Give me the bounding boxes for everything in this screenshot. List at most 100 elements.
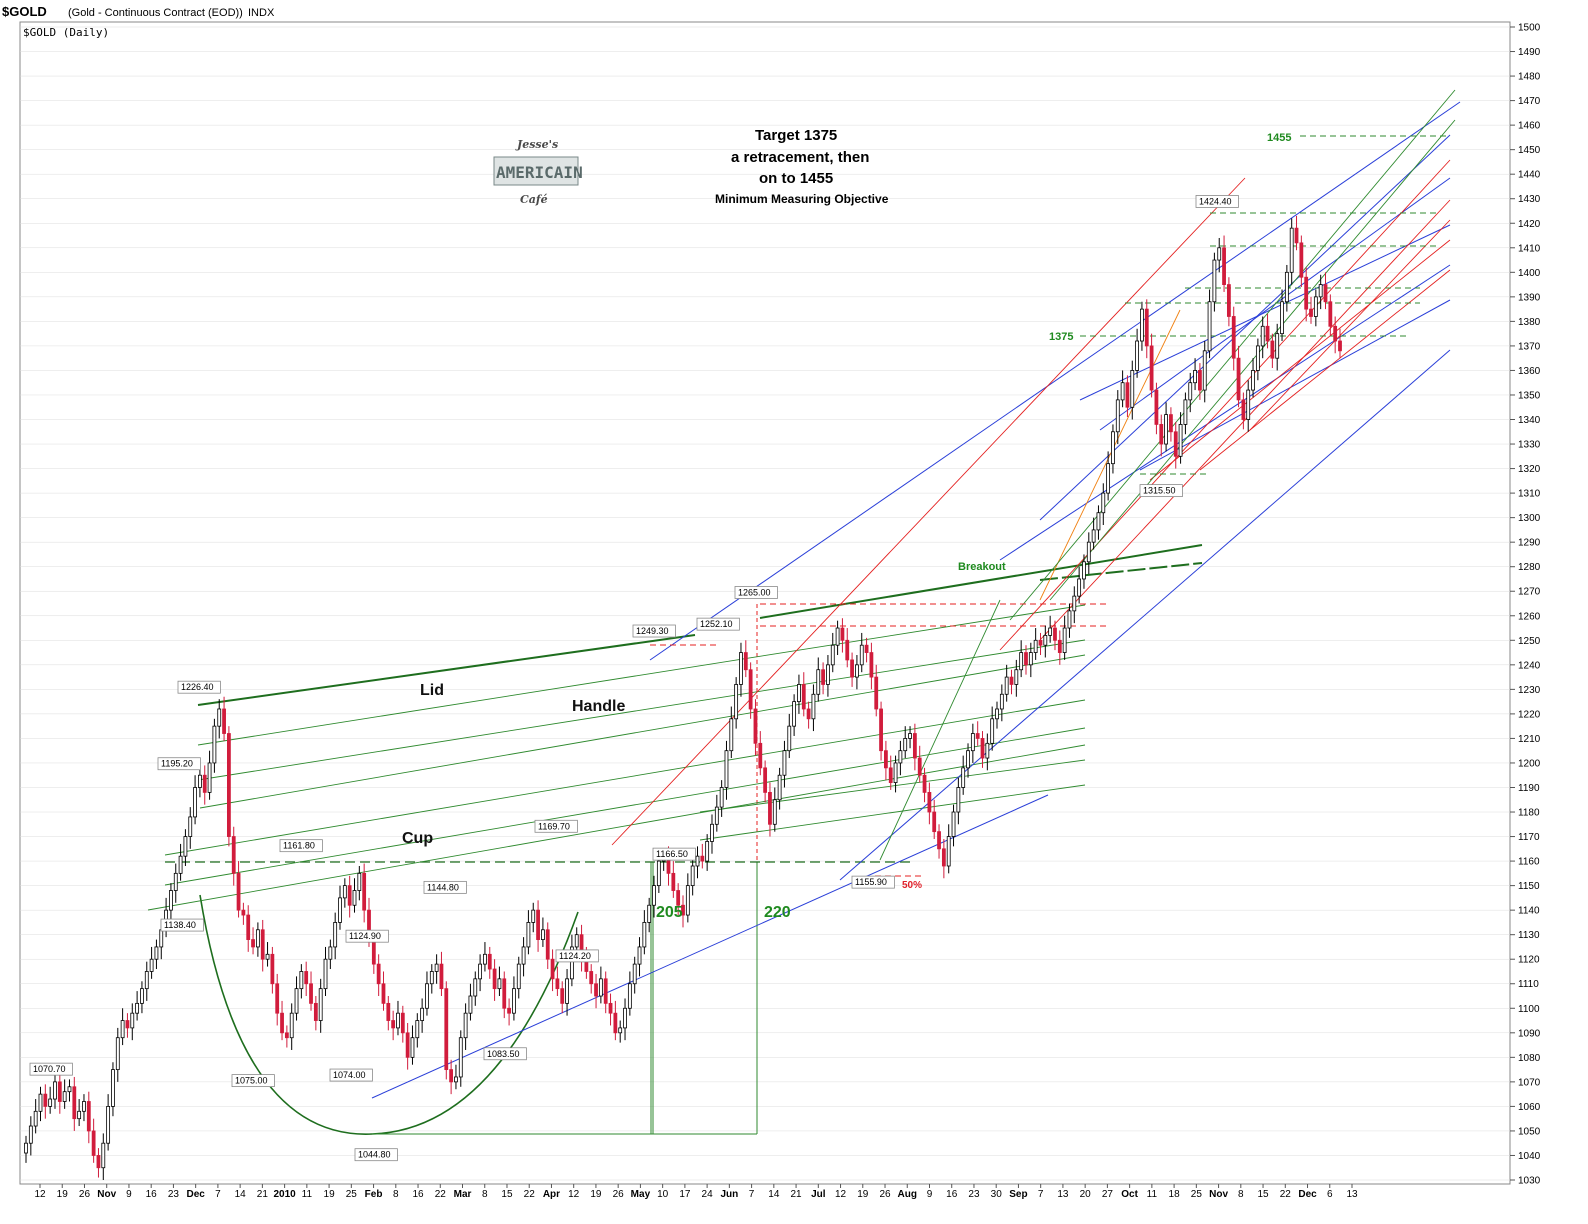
- candle: [289, 1003, 294, 1050]
- candle: [318, 978, 323, 1033]
- price-label-box: [29, 1062, 73, 1076]
- candle-body: [1159, 424, 1164, 445]
- candle-body: [632, 963, 637, 985]
- candle-body: [193, 787, 197, 818]
- candle-body: [1193, 370, 1197, 384]
- candle-body: [729, 718, 734, 752]
- candle-body: [903, 738, 908, 752]
- candle: [313, 996, 318, 1031]
- candle-body: [347, 885, 352, 906]
- x-tick-label: 13: [1346, 1189, 1358, 1200]
- y-tick-label: 1320: [1518, 464, 1541, 475]
- candle: [565, 969, 569, 1016]
- candle: [144, 961, 149, 1001]
- candle: [700, 843, 705, 869]
- x-tick-label: 11: [302, 1189, 313, 1200]
- chart-exchange: INDX: [248, 7, 275, 19]
- x-tick-label: 22: [1280, 1189, 1292, 1200]
- candle: [193, 775, 197, 825]
- candle-body: [33, 1110, 38, 1127]
- candle: [845, 628, 850, 668]
- candle: [1217, 237, 1222, 273]
- candle: [980, 731, 985, 768]
- candle-body: [1202, 350, 1207, 391]
- measure-205-label: 205: [656, 904, 683, 921]
- target-line-3: on to 1455: [759, 170, 833, 187]
- candle: [140, 981, 144, 1014]
- candle: [1270, 333, 1275, 368]
- candle: [975, 721, 980, 746]
- price-label: 1226.40: [181, 682, 214, 692]
- candle: [260, 919, 265, 972]
- level-lines: [650, 135, 1450, 877]
- candle-body: [53, 1081, 57, 1100]
- candle-body: [618, 1027, 623, 1034]
- candle: [990, 706, 995, 751]
- price-label-box: [423, 880, 467, 894]
- candle-body: [555, 978, 560, 990]
- candle-body: [294, 988, 299, 1014]
- candle: [613, 1000, 618, 1041]
- candle-body: [883, 750, 888, 769]
- candle: [420, 998, 425, 1033]
- candle-body: [705, 841, 710, 862]
- candle: [869, 642, 874, 690]
- x-tick-label: May: [631, 1189, 651, 1200]
- candle-body: [1038, 639, 1043, 646]
- candle-body: [560, 988, 565, 1004]
- candle-body: [536, 909, 540, 940]
- candle: [1033, 628, 1038, 660]
- candle-body: [569, 946, 574, 980]
- candle: [1236, 345, 1241, 408]
- candle: [342, 878, 347, 908]
- candle: [347, 875, 352, 918]
- y-tick-label: 1430: [1518, 194, 1541, 205]
- candle: [830, 632, 835, 673]
- candle: [1202, 341, 1207, 403]
- price-label-box: [354, 1148, 398, 1162]
- candle: [468, 983, 473, 1021]
- candle-body: [67, 1086, 72, 1093]
- x-tick-label: 16: [146, 1189, 158, 1200]
- candle-body: [391, 1020, 396, 1029]
- candle-body: [782, 750, 787, 776]
- candle: [1193, 358, 1197, 391]
- candle-body: [1077, 578, 1082, 597]
- y-tick-label: 1240: [1518, 660, 1541, 671]
- candle-body: [1299, 242, 1304, 278]
- x-tick-label: 20: [1080, 1189, 1092, 1200]
- candle-body: [526, 922, 531, 948]
- candle-body: [637, 946, 642, 965]
- candle-body: [806, 708, 811, 720]
- price-label-box: [734, 586, 778, 599]
- candle-body: [816, 669, 821, 695]
- candle: [763, 760, 768, 803]
- x-tick-label: 24: [702, 1189, 714, 1200]
- measure-220-label: 220: [764, 904, 791, 921]
- candle-body: [57, 1081, 62, 1102]
- candle: [323, 946, 328, 997]
- candle-body: [323, 958, 328, 990]
- candle: [82, 1094, 86, 1122]
- candle: [627, 971, 632, 1016]
- candle: [724, 740, 729, 800]
- candle-body: [1009, 676, 1014, 685]
- candle: [531, 902, 536, 933]
- candle: [1140, 301, 1144, 351]
- candle-body: [898, 750, 903, 764]
- y-tick-label: 1360: [1518, 366, 1541, 377]
- candle-body: [1309, 308, 1313, 317]
- candle-body: [231, 836, 236, 874]
- candle: [135, 991, 140, 1021]
- y-tick-label: 1390: [1518, 292, 1541, 303]
- candle-body: [1289, 227, 1294, 273]
- candle-body: [888, 767, 893, 783]
- candle-body: [115, 1037, 120, 1071]
- candle: [676, 883, 681, 916]
- candle-body: [917, 757, 922, 776]
- candle-body: [313, 1002, 318, 1021]
- candle-body: [386, 1002, 391, 1021]
- price-label-box: [329, 1068, 373, 1082]
- candle-body: [149, 958, 154, 972]
